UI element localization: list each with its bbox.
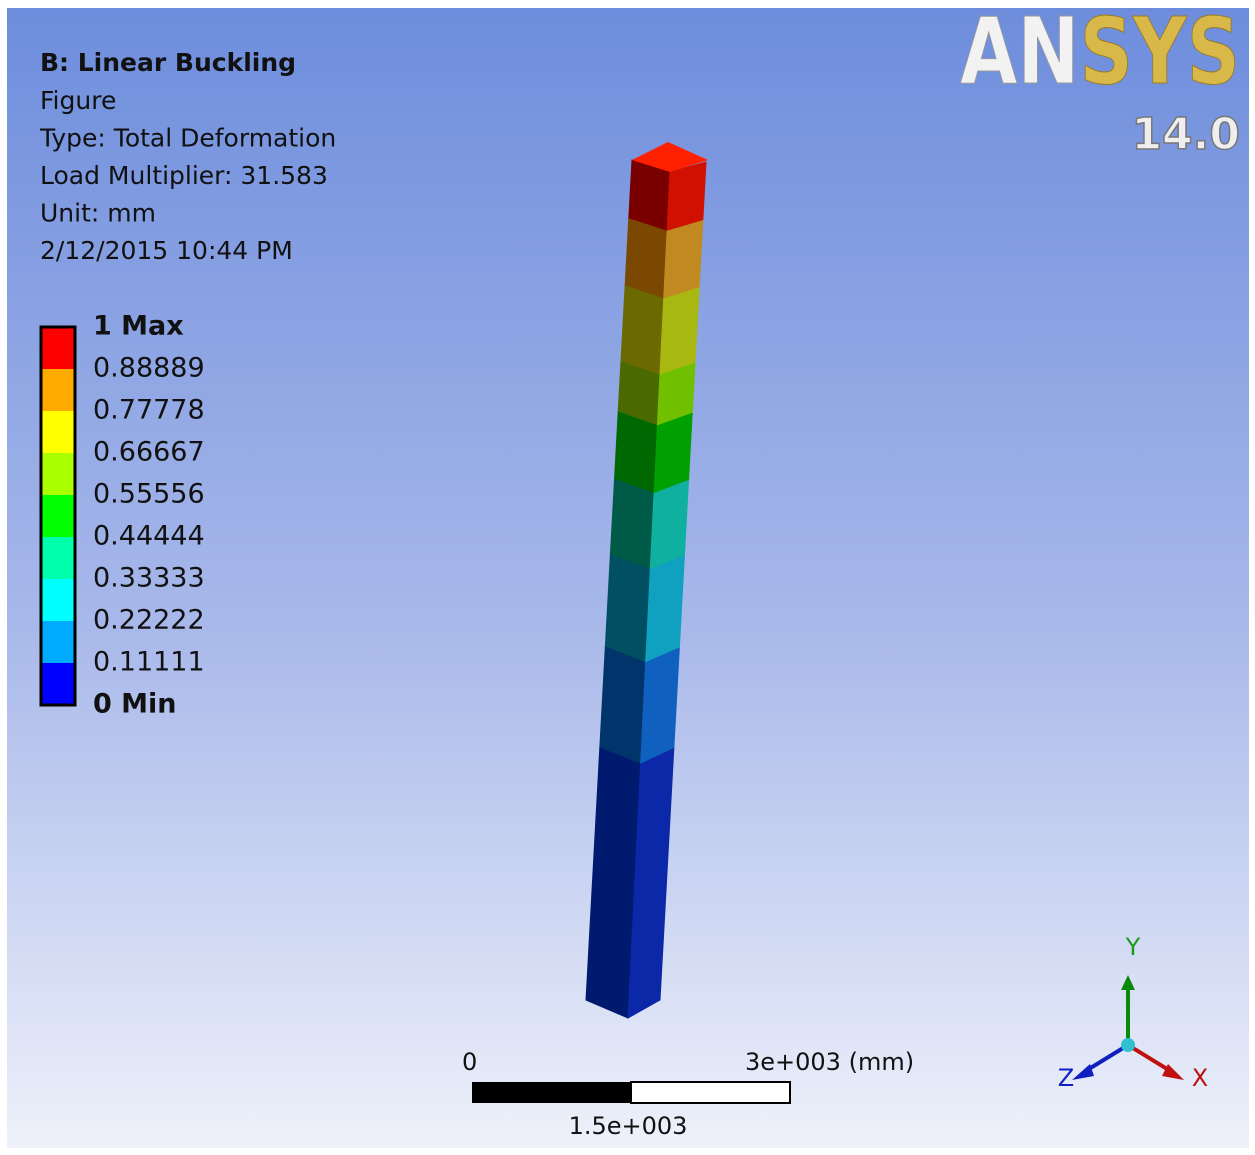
beam-web-face (667, 162, 706, 231)
legend-band (41, 327, 75, 369)
header-line: 2/12/2015 10:44 PM (40, 236, 293, 265)
legend-label: 0.55556 (93, 479, 205, 510)
triad-z-label: Z (1058, 1064, 1074, 1092)
title: B: Linear Buckling (40, 48, 296, 77)
legend-label: 0.88889 (93, 353, 205, 384)
legend-label: 0.22222 (93, 605, 205, 636)
legend-band (41, 621, 75, 663)
beam-flange-face (610, 479, 654, 569)
legend-label: 0.66667 (93, 437, 205, 468)
legend-band (41, 369, 75, 411)
beam-web-face (641, 648, 680, 764)
version: 14.0 (1131, 109, 1240, 160)
triad-origin (1121, 1038, 1135, 1052)
legend-label: 0.77778 (93, 395, 205, 426)
legend-band (41, 663, 75, 705)
legend-label: 0.11111 (93, 647, 205, 678)
logo-an: AN (960, 0, 1079, 105)
beam-flange-face (625, 219, 667, 299)
scale-bar-dark (472, 1082, 631, 1103)
beam-flange-face (605, 555, 650, 663)
legend-label: 0.33333 (93, 563, 205, 594)
beam-web-face (646, 556, 685, 663)
header-line: Figure (40, 86, 116, 115)
legend-band (41, 453, 75, 495)
header-line: Type: Total Deformation (39, 124, 336, 153)
legend-band (41, 411, 75, 453)
legend-label: 0.44444 (93, 521, 205, 552)
beam-flange-face (600, 647, 646, 764)
header-line: Load Multiplier: 31.583 (40, 161, 328, 190)
scale-middle: 1.5e+003 (569, 1112, 688, 1140)
scale-bar-light (631, 1082, 790, 1103)
beam-web-face (664, 221, 703, 299)
header-line: Unit: mm (40, 199, 156, 228)
viewport: B: Linear Buckling Figure Type: Total Def… (0, 0, 1255, 1155)
legend-label: 1 Max (93, 311, 184, 342)
legend-band (41, 495, 75, 537)
triad-x-label: X (1192, 1064, 1208, 1092)
beam-flange-face (621, 286, 664, 375)
legend-band (41, 579, 75, 621)
logo: ANSYS (960, 0, 1240, 105)
logo-sys: SYS (1079, 0, 1240, 105)
beam-web-face (660, 288, 699, 375)
scale-start: 0 (462, 1048, 477, 1076)
scale-end: 3e+003 (mm) (745, 1048, 914, 1076)
legend-label: 0 Min (93, 689, 177, 720)
triad-y-label: Y (1125, 933, 1141, 961)
legend-band (41, 537, 75, 579)
